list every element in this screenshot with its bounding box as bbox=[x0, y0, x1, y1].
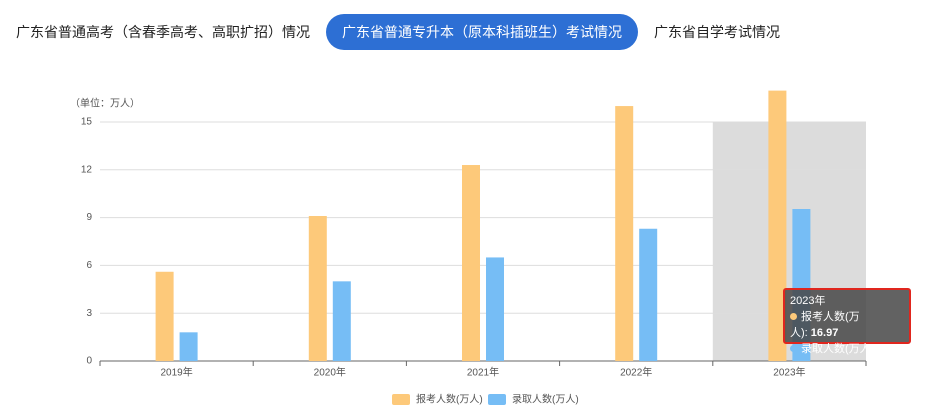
bar bbox=[615, 106, 634, 361]
x-tick-label: 2021年 bbox=[467, 366, 499, 379]
tooltip: 2023年 报考人数(万人): 16.97 录取人数(万人): 9.54 bbox=[783, 288, 911, 355]
tooltip-title: 2023年 bbox=[790, 295, 826, 307]
y-tick-label: 15 bbox=[81, 117, 93, 128]
tab[interactable]: 广东省普通专升本（原本科插班生）考试情况 bbox=[326, 14, 638, 50]
tooltip-separator: : bbox=[874, 343, 881, 355]
tooltip-row: 录取人数(万人): 9.54 bbox=[790, 341, 904, 357]
tooltip-dot bbox=[790, 345, 797, 352]
tab-bar: 广东省普通高考（含春季高考、高职扩招）情况 广东省普通专升本（原本科插班生）考试情… bbox=[0, 14, 796, 50]
tooltip-name: 录取人数(万人) bbox=[801, 343, 875, 355]
unit-label: （单位：万人） bbox=[70, 97, 140, 110]
tooltip-row: 报考人数(万人): 16.97 bbox=[790, 309, 904, 341]
bar bbox=[179, 332, 198, 361]
x-tick-label: 2020年 bbox=[314, 366, 346, 379]
y-tick-label: 6 bbox=[86, 260, 92, 271]
tooltip-dot bbox=[790, 313, 797, 320]
bar bbox=[486, 257, 504, 361]
bar bbox=[639, 228, 658, 361]
y-tick-label: 9 bbox=[86, 212, 92, 223]
y-tick-label: 0 bbox=[86, 356, 92, 367]
bar bbox=[155, 271, 174, 361]
y-tick-label: 12 bbox=[81, 164, 93, 175]
legend-swatch bbox=[488, 394, 506, 405]
legend-label: 报考人数(万人) bbox=[416, 393, 483, 406]
legend-label: 录取人数(万人) bbox=[512, 393, 579, 406]
x-tick-label: 2023年 bbox=[773, 366, 805, 379]
bar bbox=[768, 90, 787, 362]
x-tick-label: 2019年 bbox=[160, 366, 192, 379]
tab[interactable]: 广东省自学考试情况 bbox=[654, 24, 780, 40]
y-tick-label: 3 bbox=[86, 308, 92, 319]
tooltip-value: 9.54 bbox=[880, 343, 902, 355]
tooltip-name: 报考人数(万人) bbox=[790, 311, 860, 339]
bar bbox=[332, 281, 351, 361]
x-tick-label: 2022年 bbox=[620, 366, 652, 379]
tooltip-separator: : bbox=[804, 327, 811, 339]
tooltip-value: 16.97 bbox=[810, 327, 839, 339]
bar bbox=[308, 216, 327, 361]
tab[interactable]: 广东省普通高考（含春季高考、高职扩招）情况 bbox=[16, 24, 310, 40]
legend-swatch bbox=[392, 394, 410, 405]
bar bbox=[462, 165, 480, 361]
